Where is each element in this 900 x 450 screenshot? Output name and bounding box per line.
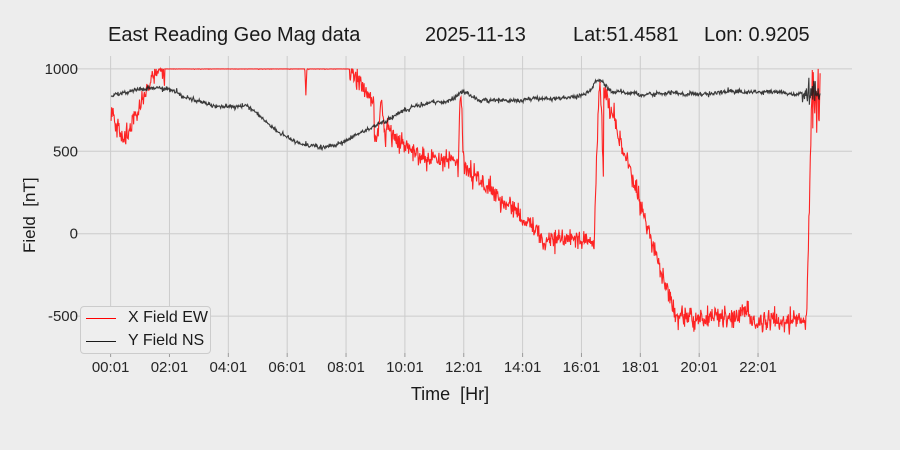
svg-text:0: 0 — [70, 226, 78, 243]
svg-text:00:01: 00:01 — [92, 359, 130, 376]
svg-text:14:01: 14:01 — [504, 359, 542, 376]
svg-text:1000: 1000 — [45, 61, 78, 78]
svg-text:04:01: 04:01 — [210, 359, 248, 376]
svg-text:12:01: 12:01 — [445, 359, 483, 376]
svg-text:06:01: 06:01 — [268, 359, 306, 376]
svg-text:22:01: 22:01 — [739, 359, 777, 376]
svg-text:500: 500 — [53, 143, 78, 160]
svg-text:08:01: 08:01 — [327, 359, 365, 376]
svg-text:10:01: 10:01 — [386, 359, 424, 376]
svg-text:02:01: 02:01 — [151, 359, 189, 376]
svg-text:20:01: 20:01 — [680, 359, 718, 376]
svg-text:16:01: 16:01 — [563, 359, 601, 376]
svg-text:18:01: 18:01 — [622, 359, 660, 376]
svg-text:-500: -500 — [48, 308, 78, 325]
